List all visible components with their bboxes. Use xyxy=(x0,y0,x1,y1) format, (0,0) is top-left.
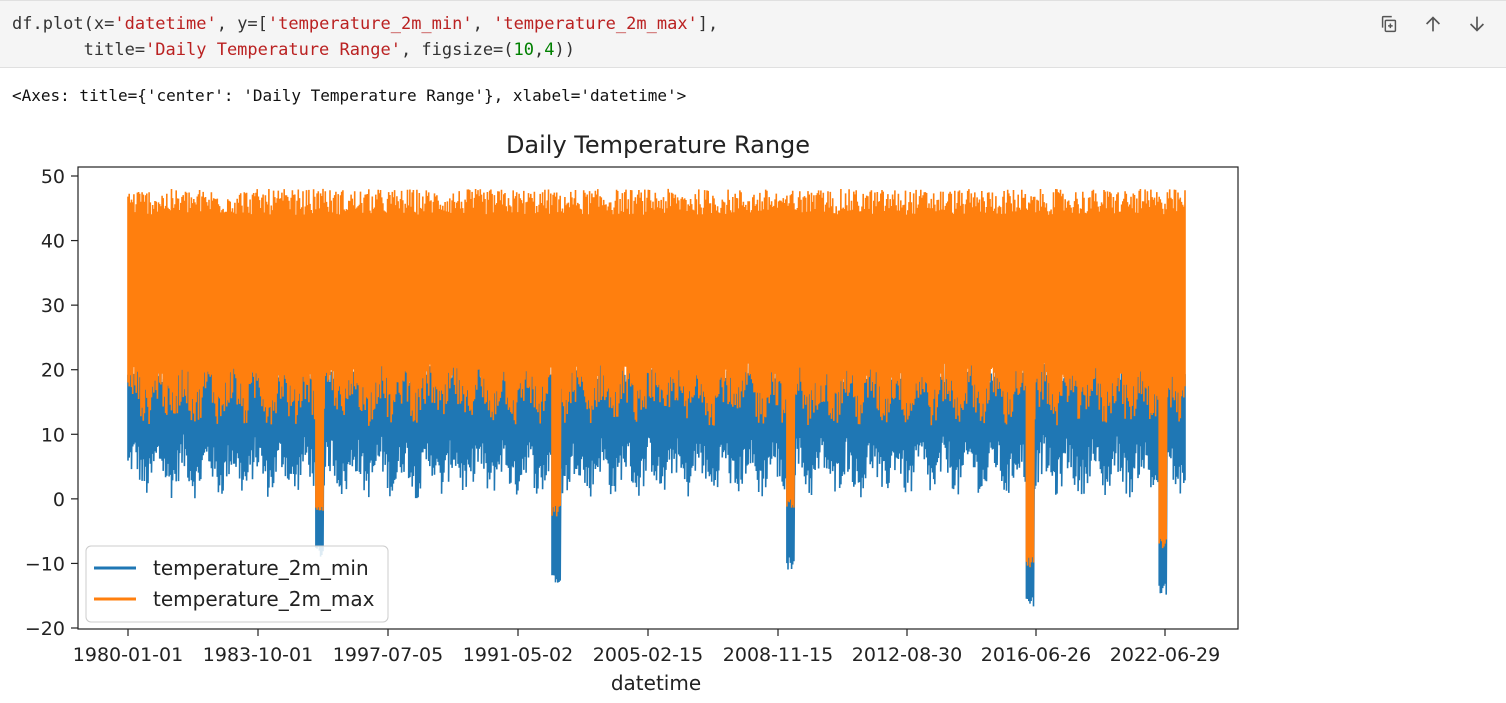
output-text: <Axes: title={'center': 'Daily Temperatu… xyxy=(12,86,687,105)
cell-toolbar xyxy=(1370,9,1496,39)
y-tick-label: 40 xyxy=(41,231,65,253)
legend-box xyxy=(85,545,389,623)
y-axis: −20 −10 0 10 20 30 40 50 xyxy=(25,166,78,640)
series-line-temperature_2m_max xyxy=(127,188,1186,568)
code-token: 'temperature_2m_min' xyxy=(267,14,473,34)
x-tick-label: 1991-05-02 xyxy=(463,644,573,666)
code-token: 'temperature_2m_max' xyxy=(493,14,698,34)
y-tick-label: 30 xyxy=(41,295,65,317)
code-token: )) xyxy=(554,40,575,60)
y-tick-label: 0 xyxy=(53,489,65,511)
code-cell[interactable]: df.plot(x='datetime', y=['temperature_2m… xyxy=(0,0,1506,68)
plot-series-group xyxy=(127,188,1186,607)
code-token: 'datetime' xyxy=(114,14,217,34)
legend: temperature_2m_min temperature_2m_max xyxy=(85,545,389,623)
copy-icon xyxy=(1381,15,1397,33)
move-up-button[interactable] xyxy=(1414,9,1452,39)
code-token: 10 xyxy=(513,40,535,60)
x-tick-label: 2005-02-15 xyxy=(593,644,703,666)
code-token: , xyxy=(472,14,494,34)
x-tick-label: 1983-10-01 xyxy=(203,644,313,666)
y-tick-label: −10 xyxy=(25,553,65,575)
arrow-up-icon xyxy=(1425,16,1441,32)
y-tick-label: 50 xyxy=(41,166,65,188)
legend-label: temperature_2m_max xyxy=(153,587,375,611)
x-tick-label: 1980-01-01 xyxy=(73,644,183,666)
code-token: , xyxy=(534,40,545,60)
code-line-1: df.plot(x='datetime', y=['temperature_2m… xyxy=(12,14,718,34)
copy-cell-button[interactable] xyxy=(1370,9,1408,39)
y-tick-label: 20 xyxy=(41,360,65,382)
y-tick-label: 10 xyxy=(41,424,65,446)
code-token: ], xyxy=(697,14,719,34)
x-tick-label: 2022-06-29 xyxy=(1110,644,1220,666)
x-axis: 1980-01-01 1983-10-01 1997-07-05 1991-05-02… xyxy=(73,629,1220,666)
code-token: 4 xyxy=(544,40,555,60)
y-tick-label: −20 xyxy=(25,618,65,640)
x-axis-label: datetime xyxy=(611,671,701,695)
chart-title: Daily Temperature Range xyxy=(506,131,810,159)
code-token: , y=[ xyxy=(216,14,268,34)
code-token: title= xyxy=(12,40,146,60)
code-line-2: title='Daily Temperature Range', figsize… xyxy=(12,40,575,60)
x-tick-label: 2012-08-30 xyxy=(852,644,962,666)
x-tick-label: 1997-07-05 xyxy=(333,644,443,666)
legend-label: temperature_2m_min xyxy=(153,556,369,580)
axes-frame xyxy=(77,166,1239,630)
code-editor[interactable]: df.plot(x='datetime', y=['temperature_2m… xyxy=(12,11,718,63)
code-token: df.plot(x= xyxy=(12,14,115,34)
arrow-down-icon xyxy=(1469,16,1485,32)
x-tick-label: 2016-06-26 xyxy=(981,644,1091,666)
code-token: 'Daily Temperature Range' xyxy=(145,40,401,60)
code-token: , figsize=( xyxy=(400,40,514,60)
x-tick-label: 2008-11-15 xyxy=(723,644,833,666)
move-down-button[interactable] xyxy=(1458,9,1496,39)
